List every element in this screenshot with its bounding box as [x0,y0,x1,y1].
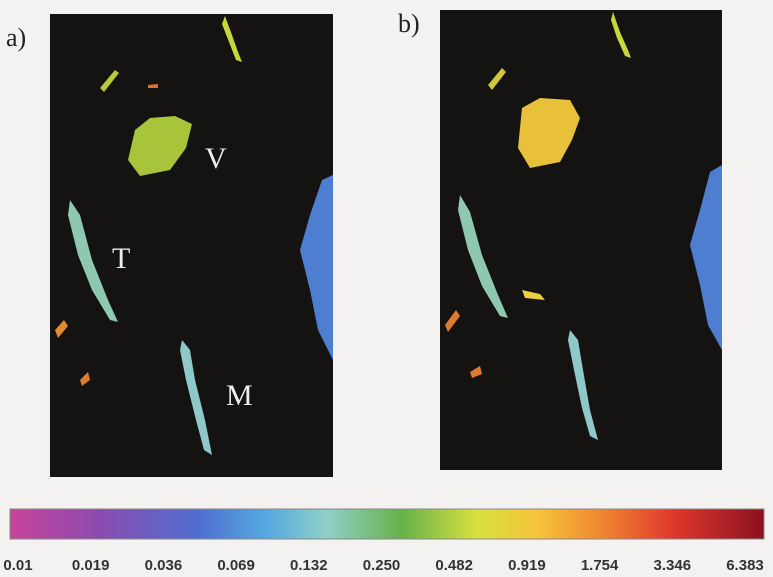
panel-label: a) [6,23,26,52]
colorbar-tick-label: 1.754 [581,557,619,574]
colorbar-tick-label: 0.01 [3,557,32,574]
page: a) V T M b) 0.01 0.019 0.036 0.069 0.132 0.25… [0,0,773,577]
annotation: M [226,379,253,412]
colorbar-tick-label: 0.019 [72,557,110,574]
colorbar-ticks: 0.01 0.019 0.036 0.069 0.132 0.250 0.482 0.919 1… [3,557,763,574]
colorbar-tick-label: 6.383 [726,557,764,574]
colorbar-tick-label: 0.919 [508,557,546,574]
colorbar-tick-label: 0.250 [363,557,401,574]
colorbar-tick-label: 0.482 [435,557,473,574]
panel-b: b) [398,9,722,470]
colorbar-tick-label: 3.346 [654,557,692,574]
colorbar-tick-label: 0.132 [290,557,328,574]
map-background [50,14,333,477]
colorbar-tick-label: 0.036 [145,557,183,574]
annotation: V [205,142,227,175]
figure: a) V T M b) 0.01 0.019 0.036 0.069 0.132 0.25… [0,0,773,577]
panel-label: b) [398,9,420,38]
colorbar [10,509,764,539]
colorbar-tick-label: 0.069 [217,557,255,574]
annotation: T [112,242,130,275]
panel-a: a) V T M [6,14,333,477]
